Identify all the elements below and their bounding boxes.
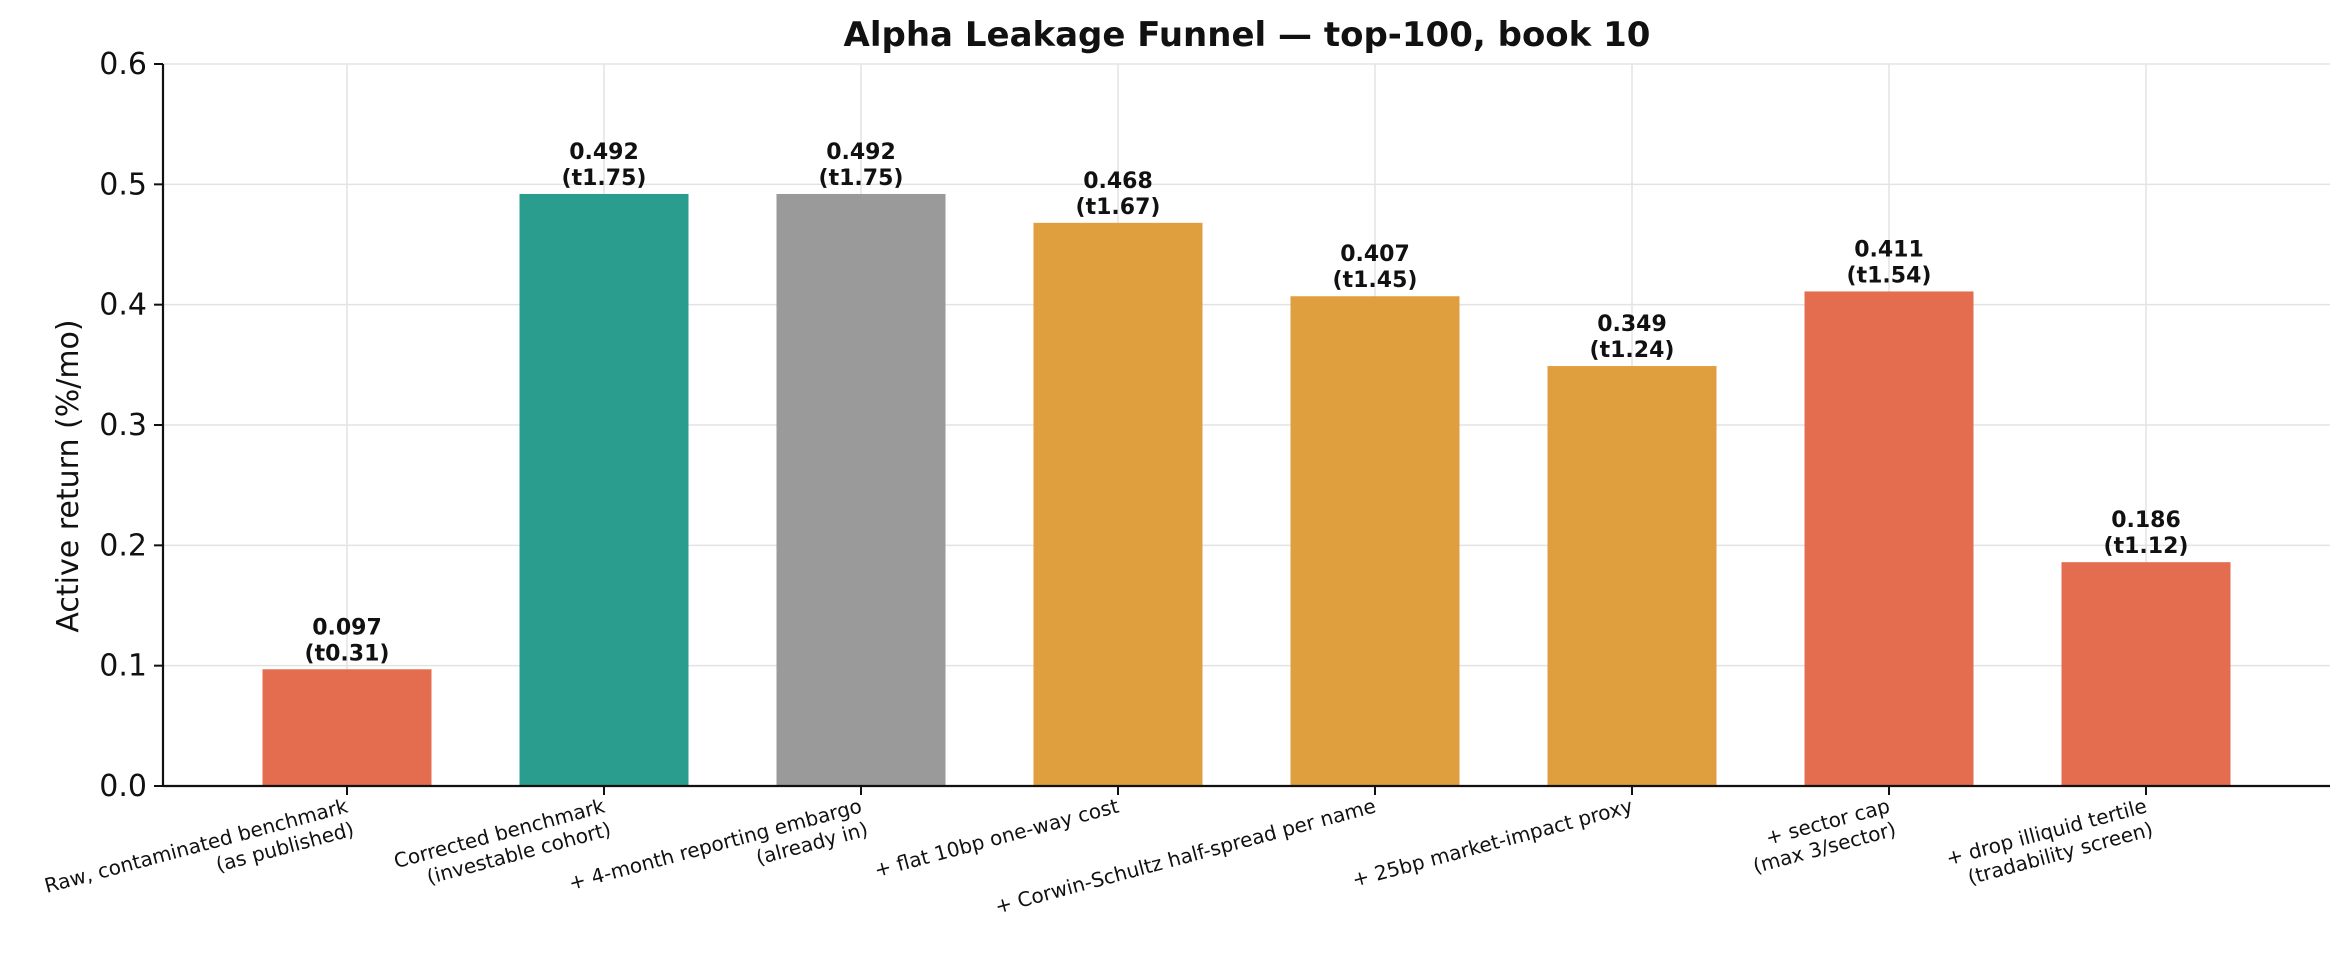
data-label-tstat: (t0.31) [305, 641, 390, 666]
data-label-tstat: (t1.67) [1076, 195, 1161, 220]
data-label-value: 0.468 [1083, 169, 1153, 194]
y-tick-label: 0.1 [99, 649, 147, 684]
labels-layer: 0.097(t0.31)0.492(t1.75)0.492(t1.75) 0.46… [305, 140, 2189, 666]
y-tick-label: 0.2 [99, 528, 147, 563]
x-tick-label: + 4-month reporting embargo(already in) [566, 794, 870, 895]
y-axis-label: Active return (%/mo) [51, 319, 86, 632]
bar [519, 193, 689, 786]
y-tick-label: 0.3 [99, 408, 147, 443]
x-tick-label: Raw, contaminated benchmark(as published… [42, 794, 357, 898]
x-tick-label: + sector cap(max 3/sector) [1750, 794, 1898, 878]
data-label-value: 0.407 [1340, 242, 1410, 267]
x-tick-label-line: + 25bp market-impact proxy [1349, 794, 1635, 892]
x-tick-label: + drop illiquid tertile(tradability scre… [1943, 794, 2155, 890]
x-tick-label: + 25bp market-impact proxy [1349, 794, 1635, 892]
data-label-tstat: (t1.75) [562, 166, 647, 191]
chart-title: Alpha Leakage Funnel — top-100, book 10 [844, 15, 1651, 55]
bar [1547, 366, 1717, 786]
data-label-tstat: (t1.12) [2104, 534, 2189, 559]
x-tick-label-line: + flat 10bp one-way cost [872, 794, 1122, 882]
bar [776, 193, 946, 786]
y-tick-label: 0.5 [99, 167, 147, 202]
data-label-tstat: (t1.75) [819, 166, 904, 191]
data-label-value: 0.349 [1597, 312, 1667, 337]
y-tick-label: 0.0 [99, 769, 147, 804]
bar [1804, 291, 1974, 786]
data-label-value: 0.097 [312, 615, 382, 640]
x-tick-label: + flat 10bp one-way cost [872, 794, 1122, 882]
data-label-value: 0.411 [1854, 237, 1924, 262]
data-label-value: 0.492 [826, 140, 896, 165]
bar [2061, 562, 2231, 786]
bar [1033, 222, 1203, 787]
bars-layer [262, 193, 2231, 787]
data-label-value: 0.492 [569, 140, 639, 165]
y-tick-label: 0.4 [99, 288, 147, 323]
data-label-tstat: (t1.45) [1333, 268, 1418, 293]
grid-layer [163, 63, 2330, 787]
y-tick-label: 0.6 [99, 47, 147, 82]
data-label-tstat: (t1.54) [1847, 263, 1932, 288]
data-label-value: 0.186 [2111, 508, 2181, 533]
bar [262, 669, 432, 786]
data-label-tstat: (t1.24) [1590, 338, 1675, 363]
bar [1290, 296, 1460, 786]
